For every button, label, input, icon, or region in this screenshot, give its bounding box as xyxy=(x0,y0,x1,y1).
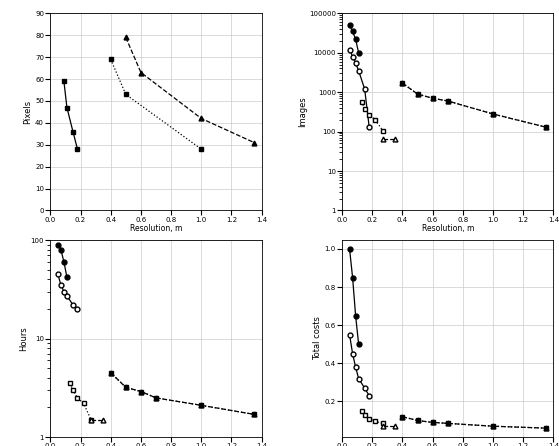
Y-axis label: Pixels: Pixels xyxy=(23,100,32,124)
Text: (a): (a) xyxy=(147,256,165,268)
X-axis label: Resolution, m: Resolution, m xyxy=(421,224,474,233)
Y-axis label: Hours: Hours xyxy=(19,326,28,351)
Legend: UAV HSI, •• ULA HSI, Cessna 172 HSI: UAV HSI, •• ULA HSI, Cessna 172 HSI xyxy=(82,249,230,256)
Y-axis label: Total costs: Total costs xyxy=(312,317,322,360)
Y-axis label: Images: Images xyxy=(299,96,307,127)
Legend: UAV HSI, •• ULA HSI, Cessna 172 HSI, UAV CIR, •• ULA CIR, Cessna 172 CIR: UAV HSI, •• ULA HSI, Cessna 172 HSI, UAV… xyxy=(364,273,531,287)
Text: (b): (b) xyxy=(439,280,457,291)
X-axis label: Resolution, m: Resolution, m xyxy=(130,224,182,233)
